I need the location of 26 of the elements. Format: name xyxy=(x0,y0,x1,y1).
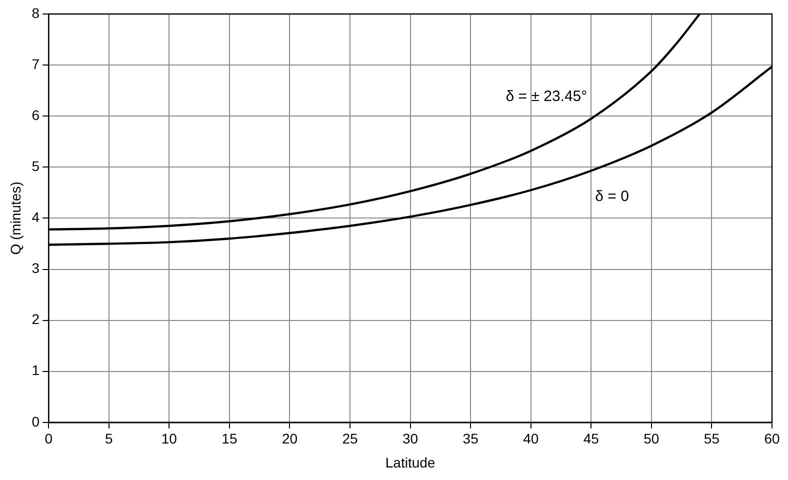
x-tick-label: 30 xyxy=(402,430,418,447)
x-tick-label: 20 xyxy=(282,430,298,447)
y-tick-label: 6 xyxy=(32,106,40,123)
x-tick-label: 25 xyxy=(342,430,358,447)
y-tick-label: 1 xyxy=(32,362,40,378)
y-axis-title: Q (minutes) xyxy=(7,182,24,255)
x-tick-label: 45 xyxy=(583,430,600,447)
y-tick-label: 5 xyxy=(32,158,40,174)
series-label: δ = 0 xyxy=(595,188,629,205)
x-tick-label: 10 xyxy=(161,430,178,447)
y-tick-label: 3 xyxy=(32,260,40,276)
y-tick-label: 2 xyxy=(32,311,40,328)
series-label: δ = ± 23.45° xyxy=(506,88,588,105)
y-tick-label: 8 xyxy=(32,4,40,21)
x-tick-label: 5 xyxy=(104,430,113,447)
y-tick-label: 0 xyxy=(32,413,40,430)
x-tick-label: 40 xyxy=(523,430,539,447)
y-tick-label: 7 xyxy=(32,56,40,72)
x-tick-label: 55 xyxy=(704,430,720,447)
x-tick-label: 15 xyxy=(222,430,238,447)
x-tick-label: 60 xyxy=(764,430,780,447)
x-tick-label: 50 xyxy=(644,430,660,447)
x-axis-title: Latitude xyxy=(385,454,436,470)
x-tick-label: 0 xyxy=(44,430,53,447)
x-tick-label: 35 xyxy=(462,430,479,447)
y-tick-label: 4 xyxy=(32,209,40,226)
